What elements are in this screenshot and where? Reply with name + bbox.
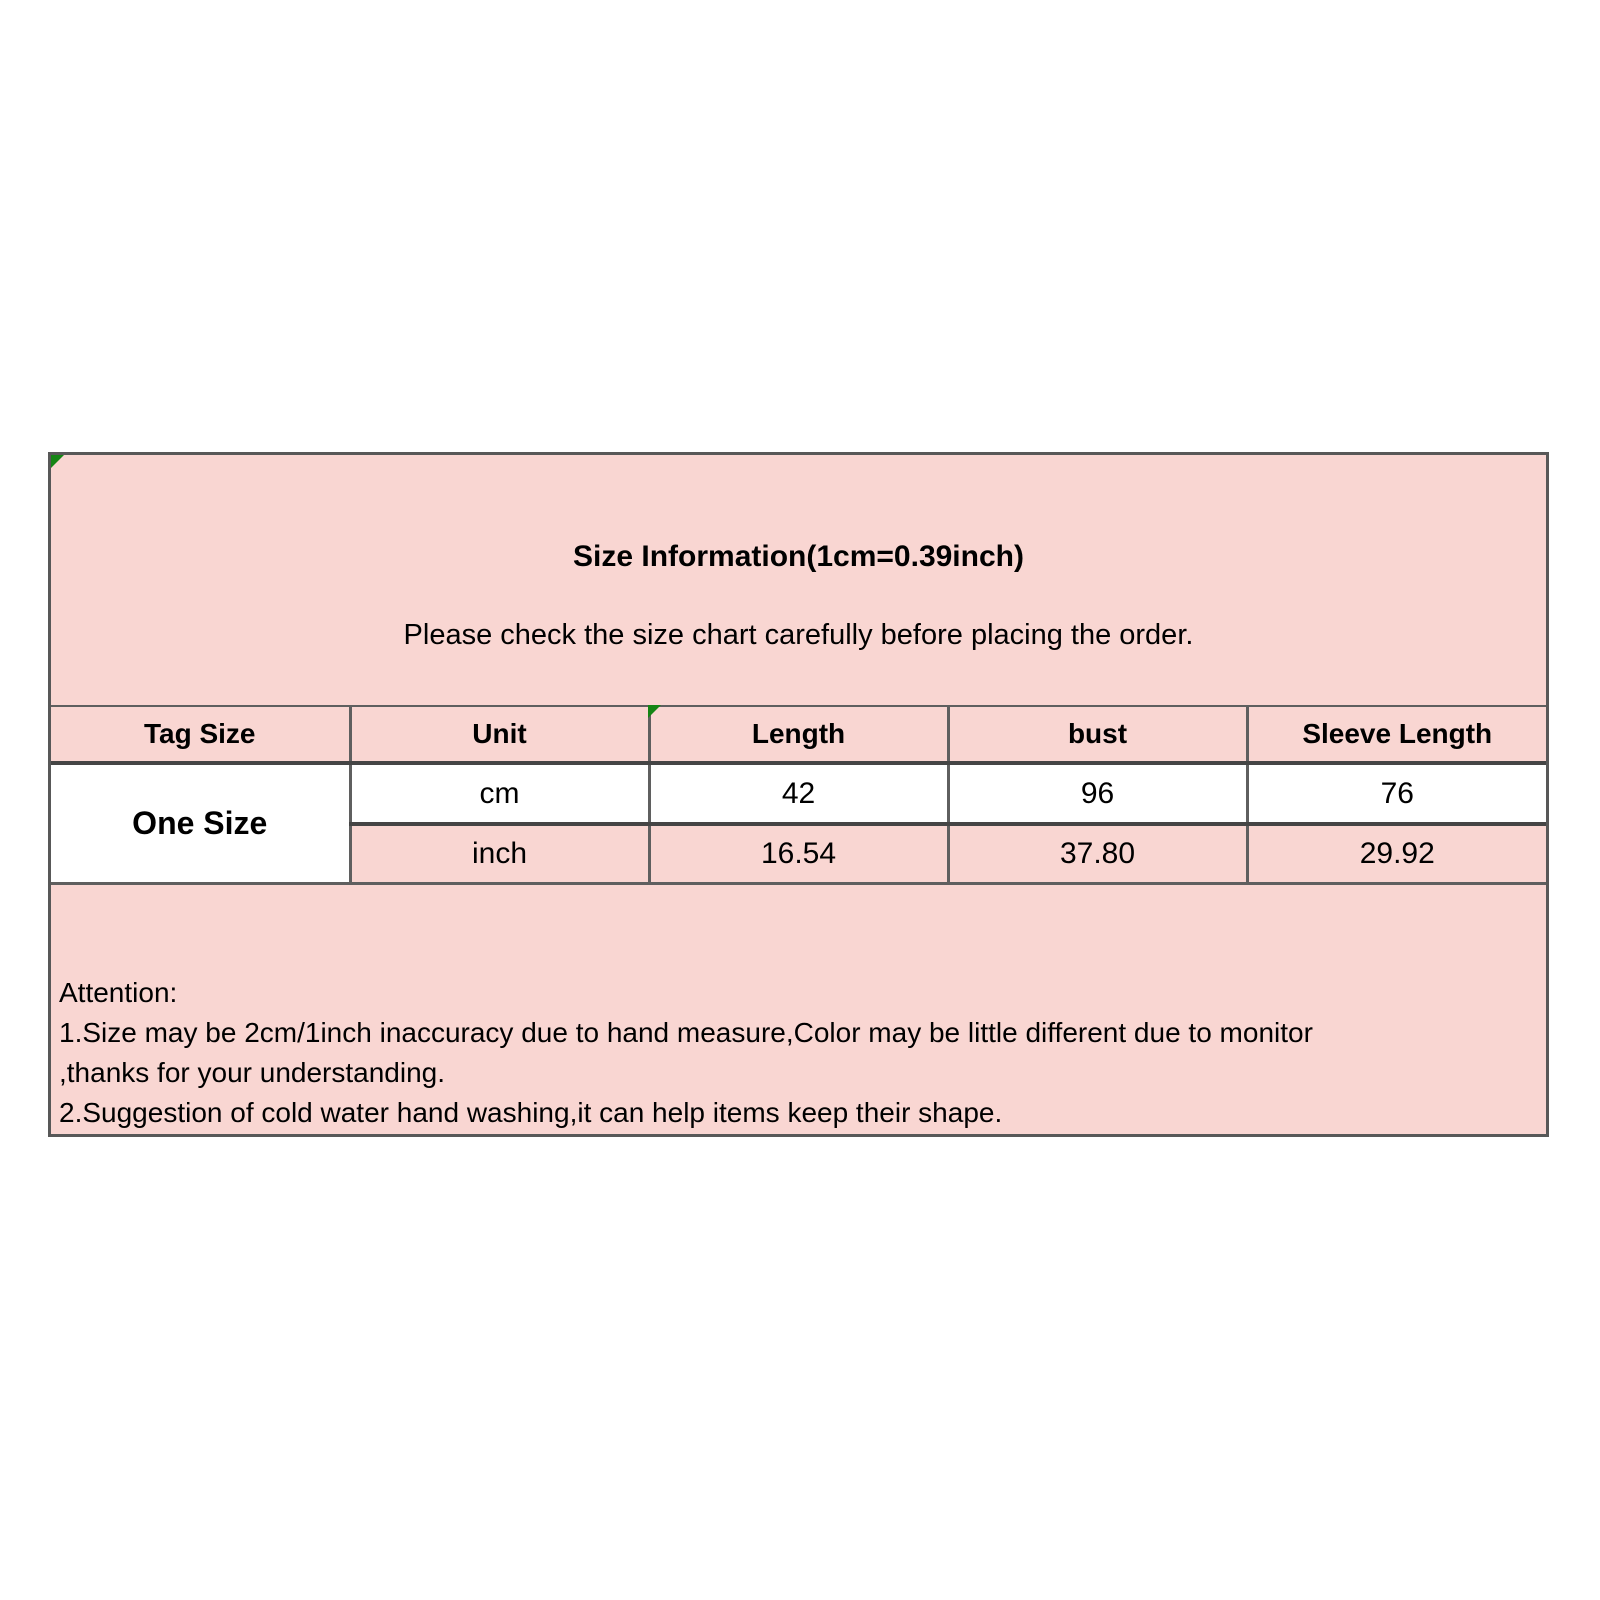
cell-sleeve-length-inch: 29.92	[1245, 824, 1546, 885]
cell-sleeve-length-cm: 76	[1245, 763, 1546, 826]
header-unit: Unit	[348, 705, 649, 765]
attention-line: ,thanks for your understanding.	[59, 1057, 446, 1088]
cell-bust-cm: 96	[946, 763, 1247, 826]
attention-line: 2.Suggestion of cold water hand washing,…	[59, 1097, 1003, 1128]
table-header-row: Tag Size Unit Length bust Sleeve Length	[51, 705, 1546, 765]
attention-heading: Attention:	[59, 977, 178, 1008]
cell-tag-size-value: One Size	[51, 763, 352, 885]
length-cell-note-marker-icon	[648, 705, 661, 718]
size-chart-panel: Size Information(1cm=0.39inch) Please ch…	[48, 452, 1549, 1137]
corner-note-marker-icon	[51, 455, 64, 468]
header-length: Length	[647, 705, 948, 765]
table-row-inch: inch 16.54 37.80 29.92	[51, 824, 1546, 885]
header-bust: bust	[946, 705, 1247, 765]
size-table: Tag Size Unit Length bust Sleeve Length …	[51, 705, 1546, 885]
attention-block: Attention: 1.Size may be 2cm/1inch inacc…	[51, 885, 1546, 1133]
header-sleeve-length: Sleeve Length	[1245, 705, 1546, 765]
cell-bust-inch: 37.80	[946, 824, 1247, 885]
header-tag-size: Tag Size	[51, 705, 350, 765]
cell-unit-cm: cm	[348, 763, 649, 826]
page-title: Size Information(1cm=0.39inch)	[573, 540, 1024, 573]
title-block: Size Information(1cm=0.39inch) Please ch…	[51, 455, 1546, 705]
cell-length-inch: 16.54	[647, 824, 948, 885]
page-subtitle: Please check the size chart carefully be…	[403, 619, 1194, 651]
cell-length-cm: 42	[647, 763, 948, 826]
cell-unit-inch: inch	[350, 824, 649, 885]
table-row-cm: One Size cm 42 96 76	[51, 763, 1546, 885]
attention-line: 1.Size may be 2cm/1inch inaccuracy due t…	[59, 1017, 1313, 1048]
